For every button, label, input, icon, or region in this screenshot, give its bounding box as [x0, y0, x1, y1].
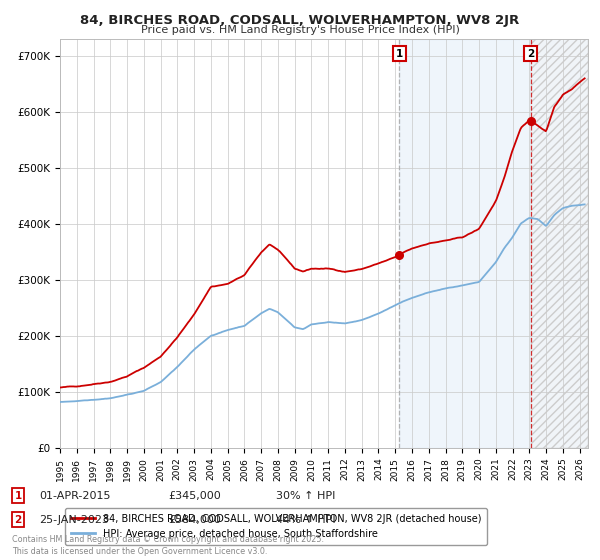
Bar: [530, 39, 588, 448]
Text: 1: 1: [14, 491, 22, 501]
Text: 2: 2: [14, 515, 22, 525]
Text: 2: 2: [527, 49, 534, 58]
Text: 1: 1: [396, 49, 403, 58]
Text: Price paid vs. HM Land Registry's House Price Index (HPI): Price paid vs. HM Land Registry's House …: [140, 25, 460, 35]
Text: Contains HM Land Registry data © Crown copyright and database right 2025.
This d: Contains HM Land Registry data © Crown c…: [12, 535, 324, 556]
Text: 01-APR-2015: 01-APR-2015: [39, 491, 110, 501]
Text: 30% ↑ HPI: 30% ↑ HPI: [276, 491, 335, 501]
Text: 44% ↑ HPI: 44% ↑ HPI: [276, 515, 335, 525]
Text: £584,000: £584,000: [168, 515, 221, 525]
Text: 25-JAN-2023: 25-JAN-2023: [39, 515, 109, 525]
Text: £345,000: £345,000: [168, 491, 221, 501]
Legend: 84, BIRCHES ROAD, CODSALL, WOLVERHAMPTON, WV8 2JR (detached house), HPI: Average: 84, BIRCHES ROAD, CODSALL, WOLVERHAMPTON…: [65, 508, 487, 544]
Text: 84, BIRCHES ROAD, CODSALL, WOLVERHAMPTON, WV8 2JR: 84, BIRCHES ROAD, CODSALL, WOLVERHAMPTON…: [80, 14, 520, 27]
Bar: [400, 39, 530, 448]
